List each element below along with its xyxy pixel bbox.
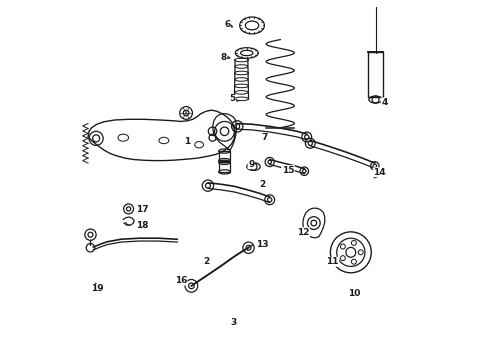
Text: 3: 3 — [231, 318, 237, 327]
Text: 14: 14 — [373, 168, 386, 177]
Text: 15: 15 — [282, 166, 294, 175]
Text: 17: 17 — [136, 206, 149, 215]
Text: 12: 12 — [297, 228, 310, 237]
Text: 13: 13 — [256, 240, 268, 249]
Text: 11: 11 — [326, 257, 339, 266]
Text: 8: 8 — [220, 53, 227, 62]
Text: 2: 2 — [203, 257, 209, 266]
Text: 1: 1 — [184, 138, 190, 147]
Text: 16: 16 — [174, 276, 187, 285]
Text: 19: 19 — [91, 284, 104, 293]
Text: 5: 5 — [229, 94, 236, 103]
Text: 18: 18 — [136, 221, 149, 230]
Text: 4: 4 — [381, 98, 388, 107]
Text: 7: 7 — [261, 133, 268, 142]
Text: 6: 6 — [224, 20, 230, 29]
Text: 2: 2 — [259, 180, 265, 189]
Text: 9: 9 — [248, 159, 254, 168]
Text: 10: 10 — [348, 289, 361, 298]
